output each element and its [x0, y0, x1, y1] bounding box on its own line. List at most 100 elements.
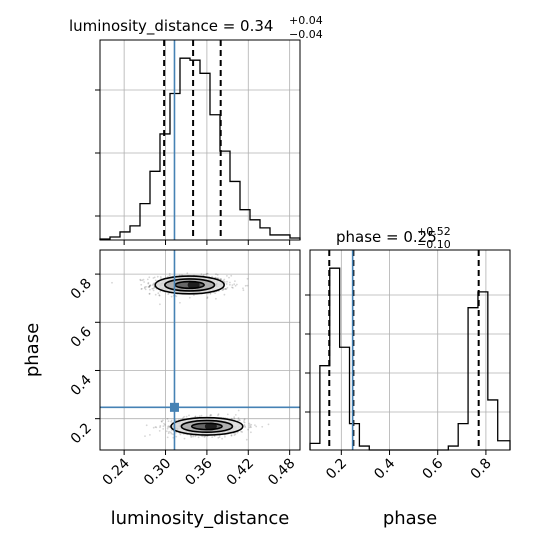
sample-point — [167, 420, 170, 423]
sample-point — [230, 274, 233, 277]
sample-point — [153, 276, 156, 279]
sample-point — [160, 277, 163, 280]
sample-point — [142, 278, 145, 281]
sample-point — [223, 280, 226, 283]
sample-point — [223, 293, 226, 296]
sample-point — [152, 426, 155, 429]
sample-point — [143, 281, 146, 283]
sample-point — [162, 428, 165, 430]
title-luminosity-distance-prefix: luminosity_distance = 0.34 — [69, 17, 273, 36]
sample-point — [148, 285, 151, 287]
sample-point — [156, 275, 159, 278]
sample-point — [144, 286, 146, 288]
sample-point — [166, 436, 169, 439]
sample-point — [216, 273, 219, 276]
sample-point — [203, 436, 206, 438]
sample-point — [204, 435, 206, 438]
sample-point — [175, 435, 178, 438]
sample-point — [211, 275, 214, 278]
luminosity-distance-tick-label: 0.24 — [100, 455, 133, 488]
sample-point — [244, 426, 247, 428]
sample-point — [229, 281, 231, 284]
sample-point — [217, 277, 220, 280]
sample-point — [148, 293, 151, 295]
sample-point — [175, 295, 178, 298]
sample-point — [170, 295, 173, 298]
sample-point — [226, 286, 229, 289]
phase-histogram-panel: 0.2 0.4 0.6 0.8 — [305, 249, 511, 483]
sample-point — [163, 424, 166, 426]
sample-point — [231, 284, 234, 286]
sample-point — [152, 284, 154, 286]
sample-point — [223, 278, 226, 281]
sample-point — [194, 415, 197, 418]
sample-point — [154, 279, 157, 282]
phase-x-tick-label: 0.6 — [419, 455, 446, 482]
sample-point — [139, 278, 142, 281]
sample-point — [152, 277, 155, 279]
sample-point — [238, 419, 240, 421]
sample-point — [230, 434, 233, 437]
sample-point — [211, 436, 214, 438]
phase-y-tick-label: 0.4 — [68, 372, 95, 399]
sample-point — [149, 434, 151, 436]
sample-point — [234, 433, 237, 435]
sample-point — [148, 276, 151, 279]
sample-point — [159, 290, 162, 293]
sample-point — [224, 288, 227, 290]
sample-point — [224, 435, 226, 438]
sample-point — [218, 436, 221, 438]
sample-point — [243, 424, 246, 426]
density-contour — [190, 422, 223, 431]
luminosity-distance-tick-label: 0.48 — [265, 456, 298, 489]
sample-point — [169, 431, 172, 434]
sample-point — [217, 436, 220, 439]
sample-point — [188, 414, 190, 417]
sample-point — [149, 284, 152, 287]
top-panel-frame — [99, 39, 301, 241]
sample-point — [206, 272, 208, 275]
sample-point — [154, 426, 157, 428]
sample-point — [170, 420, 172, 423]
joint-panel-frame — [99, 249, 301, 451]
sample-point — [147, 281, 150, 284]
posterior-samples — [111, 272, 270, 441]
sample-point — [243, 421, 245, 423]
sample-point — [220, 278, 222, 281]
luminosity-distance-tick-label: 0.36 — [182, 455, 215, 488]
phase-y-tick-label: 0.2 — [68, 420, 95, 447]
sample-point — [170, 429, 173, 431]
sample-point — [232, 287, 234, 289]
sample-point — [222, 279, 224, 282]
sample-point — [197, 436, 200, 439]
sample-point — [243, 418, 246, 421]
sample-point — [148, 285, 151, 288]
sample-point — [261, 425, 264, 428]
sample-point — [215, 297, 217, 300]
sample-point — [217, 414, 219, 417]
sample-point — [217, 413, 220, 415]
sample-point — [250, 423, 253, 426]
sample-point — [166, 418, 169, 420]
sample-point — [203, 273, 205, 276]
sample-point — [147, 282, 150, 285]
sample-point — [158, 294, 161, 296]
sample-point — [167, 432, 170, 435]
sample-point — [230, 417, 233, 420]
sample-point — [214, 276, 217, 279]
sample-point — [224, 288, 227, 290]
sample-point — [182, 417, 185, 419]
sample-point — [240, 430, 243, 433]
sample-point — [198, 415, 201, 418]
sample-point — [226, 280, 228, 283]
sample-point — [161, 420, 163, 423]
sample-point — [215, 273, 217, 276]
joint-plot-area — [100, 250, 300, 450]
title-luminosity-distance-plus: +0.04 — [289, 14, 323, 27]
sample-point — [158, 430, 161, 432]
sample-point — [246, 277, 249, 280]
sample-point — [221, 289, 224, 291]
sample-point — [140, 283, 143, 286]
sample-point — [245, 438, 248, 441]
